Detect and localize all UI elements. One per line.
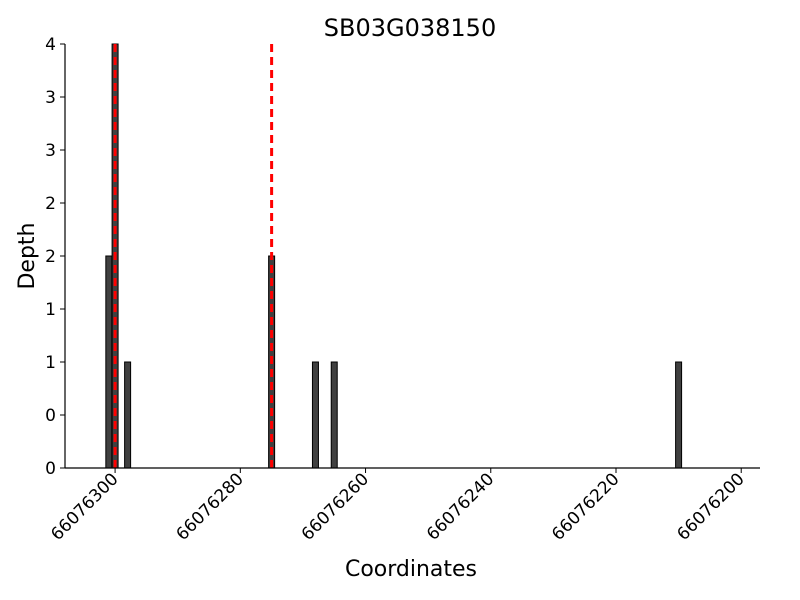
y-tick-label-7: 3 (45, 88, 56, 108)
y-tick-label-4: 2 (45, 247, 56, 267)
y-tick-label-6: 3 (45, 141, 56, 161)
plot-area: 0 0 1 1 2 2 3 3 4 66076300 66076280 66076260 6607624… (45, 35, 760, 545)
y-tick-label-2: 1 (45, 353, 56, 373)
bar-5 (330, 361, 338, 469)
bar-4 (311, 361, 319, 469)
y-axis-title: Depth (15, 222, 40, 289)
x-tick-label-2: 66076260 (298, 469, 373, 544)
x-axis-title: Coordinates (345, 557, 477, 582)
y-tick-label-1: 0 (45, 406, 56, 426)
x-tick-label-0: 66076300 (47, 469, 122, 544)
y-tick-label-3: 1 (45, 300, 56, 320)
y-tick-label-5: 2 (45, 194, 56, 214)
x-tick-label-4: 66076220 (548, 469, 623, 544)
bar-0 (105, 255, 113, 469)
x-tick-label-3: 66076240 (423, 469, 498, 544)
x-tick-label-5: 66076200 (673, 469, 748, 544)
bar-6 (675, 361, 683, 469)
bar-2 (124, 361, 132, 469)
y-tick-label-0: 0 (45, 459, 56, 479)
x-tick-label-1: 66076280 (173, 469, 248, 544)
chart-title: SB03G038150 (324, 14, 496, 42)
y-tick-label-8: 4 (45, 35, 56, 55)
